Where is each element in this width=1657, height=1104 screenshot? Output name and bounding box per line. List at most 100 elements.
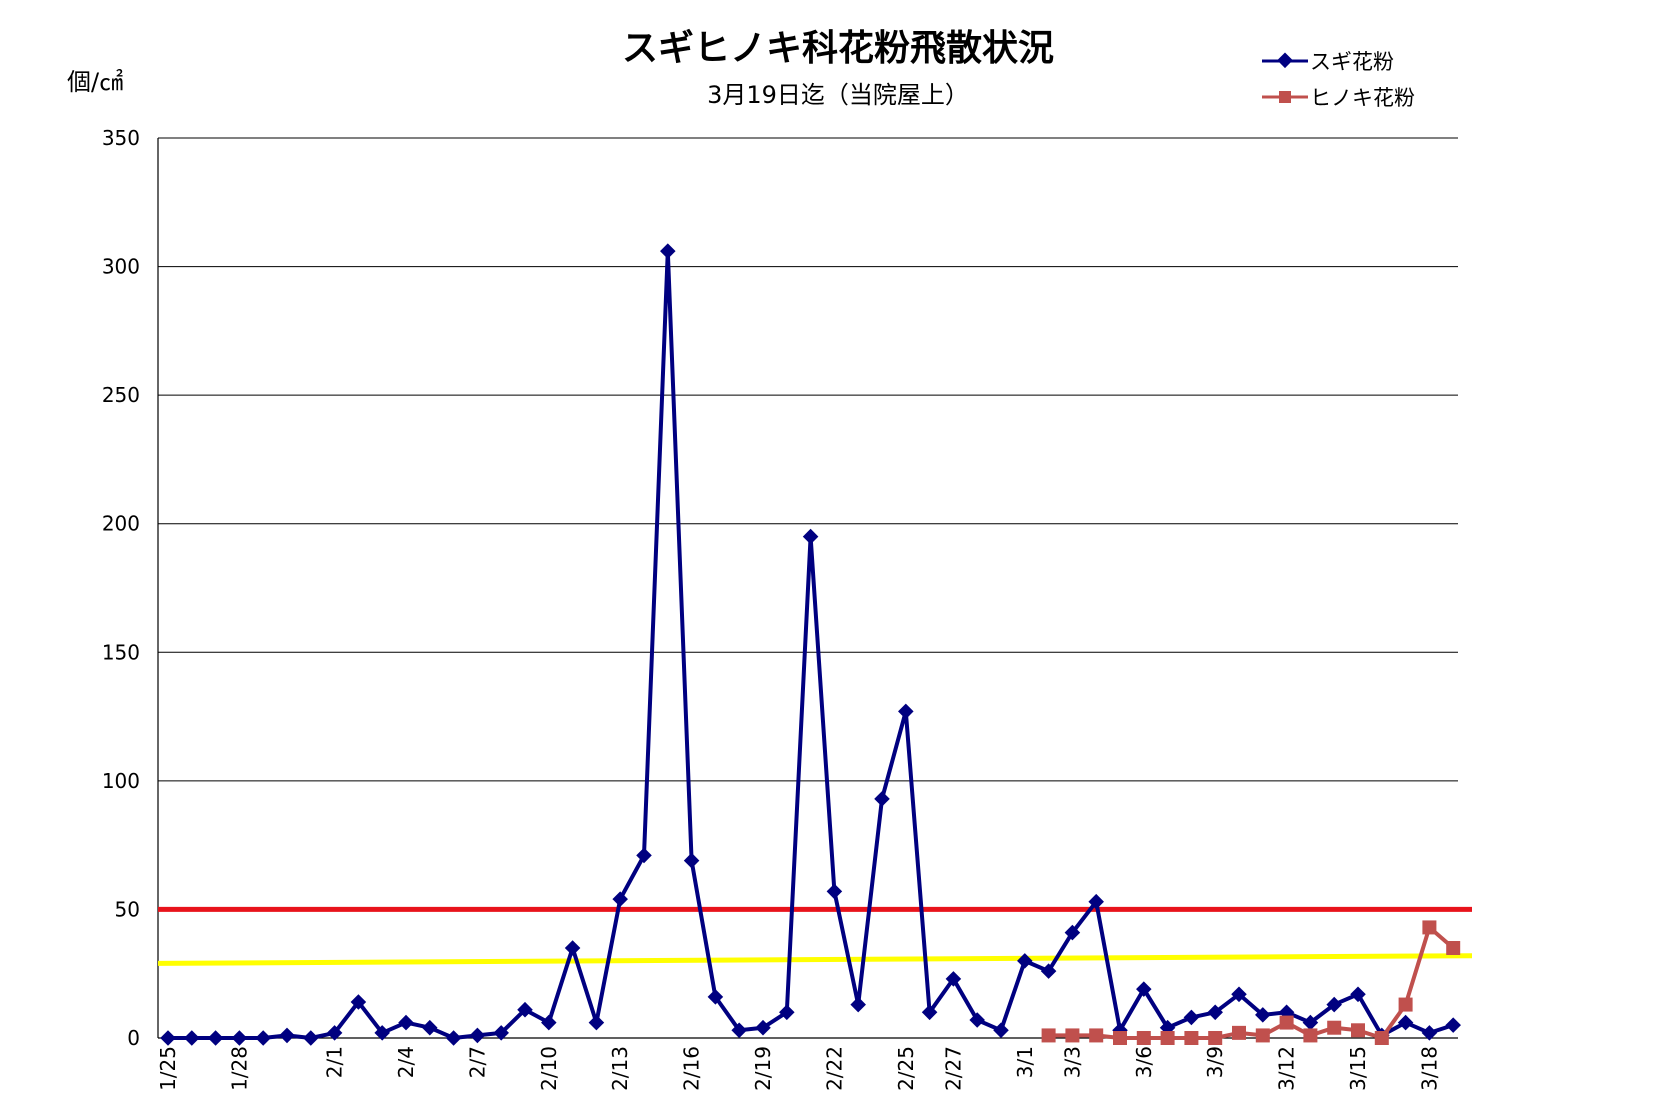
data-point [1446, 941, 1461, 955]
data-point [874, 791, 890, 807]
data-point [541, 1014, 557, 1031]
data-point [493, 1025, 509, 1041]
series-line [168, 249, 1454, 1040]
data-point [1232, 1025, 1246, 1040]
data-point [1136, 981, 1152, 997]
data-point [303, 1030, 319, 1046]
legend-label-sugi: スギ花粉 [1310, 50, 1394, 74]
reference-lines [157, 906, 1473, 966]
data-point [1208, 1031, 1223, 1045]
data-point [517, 1001, 533, 1018]
data-point [1422, 920, 1437, 935]
data-point [636, 847, 652, 864]
data-point [969, 1012, 985, 1028]
data-point [564, 940, 581, 956]
chart-subtitle: 3月19日迄（当院屋上） [707, 81, 969, 109]
x-tick-label: 1/28 [227, 1046, 251, 1091]
data-point [422, 1019, 438, 1036]
data-point [1255, 1007, 1271, 1023]
data-point [1303, 1028, 1318, 1043]
x-tick-label: 2/10 [537, 1046, 561, 1091]
legend-swatch-sugi-marker [1277, 52, 1293, 69]
y-tick-label: 100 [102, 769, 140, 793]
data-point [1184, 1031, 1199, 1045]
data-point [374, 1025, 390, 1041]
data-point [1350, 986, 1366, 1003]
legend-item-sugi: スギ花粉 [1262, 50, 1394, 74]
data-point [1302, 1014, 1319, 1031]
x-tick-label: 3/18 [1417, 1046, 1441, 1091]
data-point [1041, 1028, 1056, 1043]
series-hinoki [1041, 920, 1461, 1045]
data-point [1374, 1031, 1389, 1045]
data-point [945, 971, 962, 987]
data-point [1207, 1004, 1223, 1021]
x-tick-label: 2/13 [608, 1046, 632, 1091]
y-tick-label: 50 [115, 897, 140, 921]
x-tick-label: 1/25 [156, 1046, 180, 1091]
legend-swatch-hinoki-marker [1279, 91, 1291, 103]
data-point [1136, 1031, 1151, 1045]
reference-line-29 [157, 953, 1473, 966]
data-point [1064, 924, 1081, 941]
data-point [1398, 997, 1413, 1012]
x-tick-label: 3/9 [1203, 1046, 1227, 1078]
x-tick-label: 2/1 [323, 1046, 347, 1078]
data-point [660, 243, 676, 259]
y-axis-unit-label: 個/㎠ [67, 68, 123, 96]
x-tick-label: 2/7 [465, 1046, 489, 1078]
series-layer [160, 243, 1461, 1046]
data-point [1327, 1020, 1342, 1035]
x-tick-label: 3/3 [1060, 1046, 1084, 1078]
data-point [255, 1030, 271, 1046]
data-point [993, 1022, 1009, 1039]
data-point [850, 996, 866, 1013]
y-tick-label: 150 [102, 640, 140, 664]
legend-item-hinoki: ヒノキ花粉 [1262, 86, 1415, 110]
x-tick-label: 2/4 [394, 1046, 418, 1078]
data-point [802, 528, 819, 545]
x-axis-ticks: 1/25 1/28 2/1 2/4 2/7 2/10 2/13 2/16 2/19 2/22 2/2… [156, 1046, 1441, 1091]
data-point [160, 1030, 176, 1046]
data-point [1065, 1028, 1080, 1043]
y-tick-label: 350 [102, 126, 140, 150]
data-point [1231, 986, 1247, 1003]
data-point [326, 1025, 343, 1041]
data-point [445, 1030, 462, 1046]
data-point [1255, 1028, 1270, 1043]
x-tick-label: 2/22 [822, 1046, 846, 1091]
y-axis-ticks: 0 50 100 150 200 250 300 350 [102, 126, 140, 1050]
y-tick-label: 250 [102, 383, 140, 407]
data-point [779, 1004, 795, 1021]
data-point [1040, 963, 1057, 979]
legend-label-hinoki: ヒノキ花粉 [1310, 86, 1415, 110]
data-point [279, 1027, 295, 1044]
data-point [207, 1030, 224, 1046]
x-tick-label: 3/12 [1275, 1046, 1299, 1091]
chart-title: スギヒノキ科花粉飛散状況 [622, 28, 1054, 69]
data-point [1160, 1031, 1175, 1045]
x-tick-label: 2/25 [894, 1046, 918, 1091]
data-point [755, 1019, 771, 1036]
x-tick-label: 3/6 [1132, 1046, 1156, 1078]
data-point [231, 1030, 248, 1046]
data-point [1089, 1028, 1104, 1043]
data-point [1088, 893, 1104, 910]
data-point [1113, 1031, 1127, 1045]
data-point [1351, 1023, 1365, 1038]
data-point [826, 883, 843, 900]
data-point [588, 1014, 605, 1031]
y-tick-label: 200 [102, 512, 140, 536]
x-tick-label: 3/15 [1346, 1046, 1370, 1091]
x-tick-label: 2/19 [751, 1046, 775, 1091]
y-tick-label: 0 [127, 1026, 140, 1050]
data-point [612, 891, 628, 907]
data-point [731, 1022, 747, 1039]
data-point [707, 989, 724, 1005]
y-tick-label: 300 [102, 255, 140, 279]
data-point [469, 1027, 486, 1044]
data-point [1421, 1025, 1438, 1041]
data-point [683, 852, 700, 869]
legend: スギ花粉 ヒノキ花粉 [1262, 50, 1415, 110]
